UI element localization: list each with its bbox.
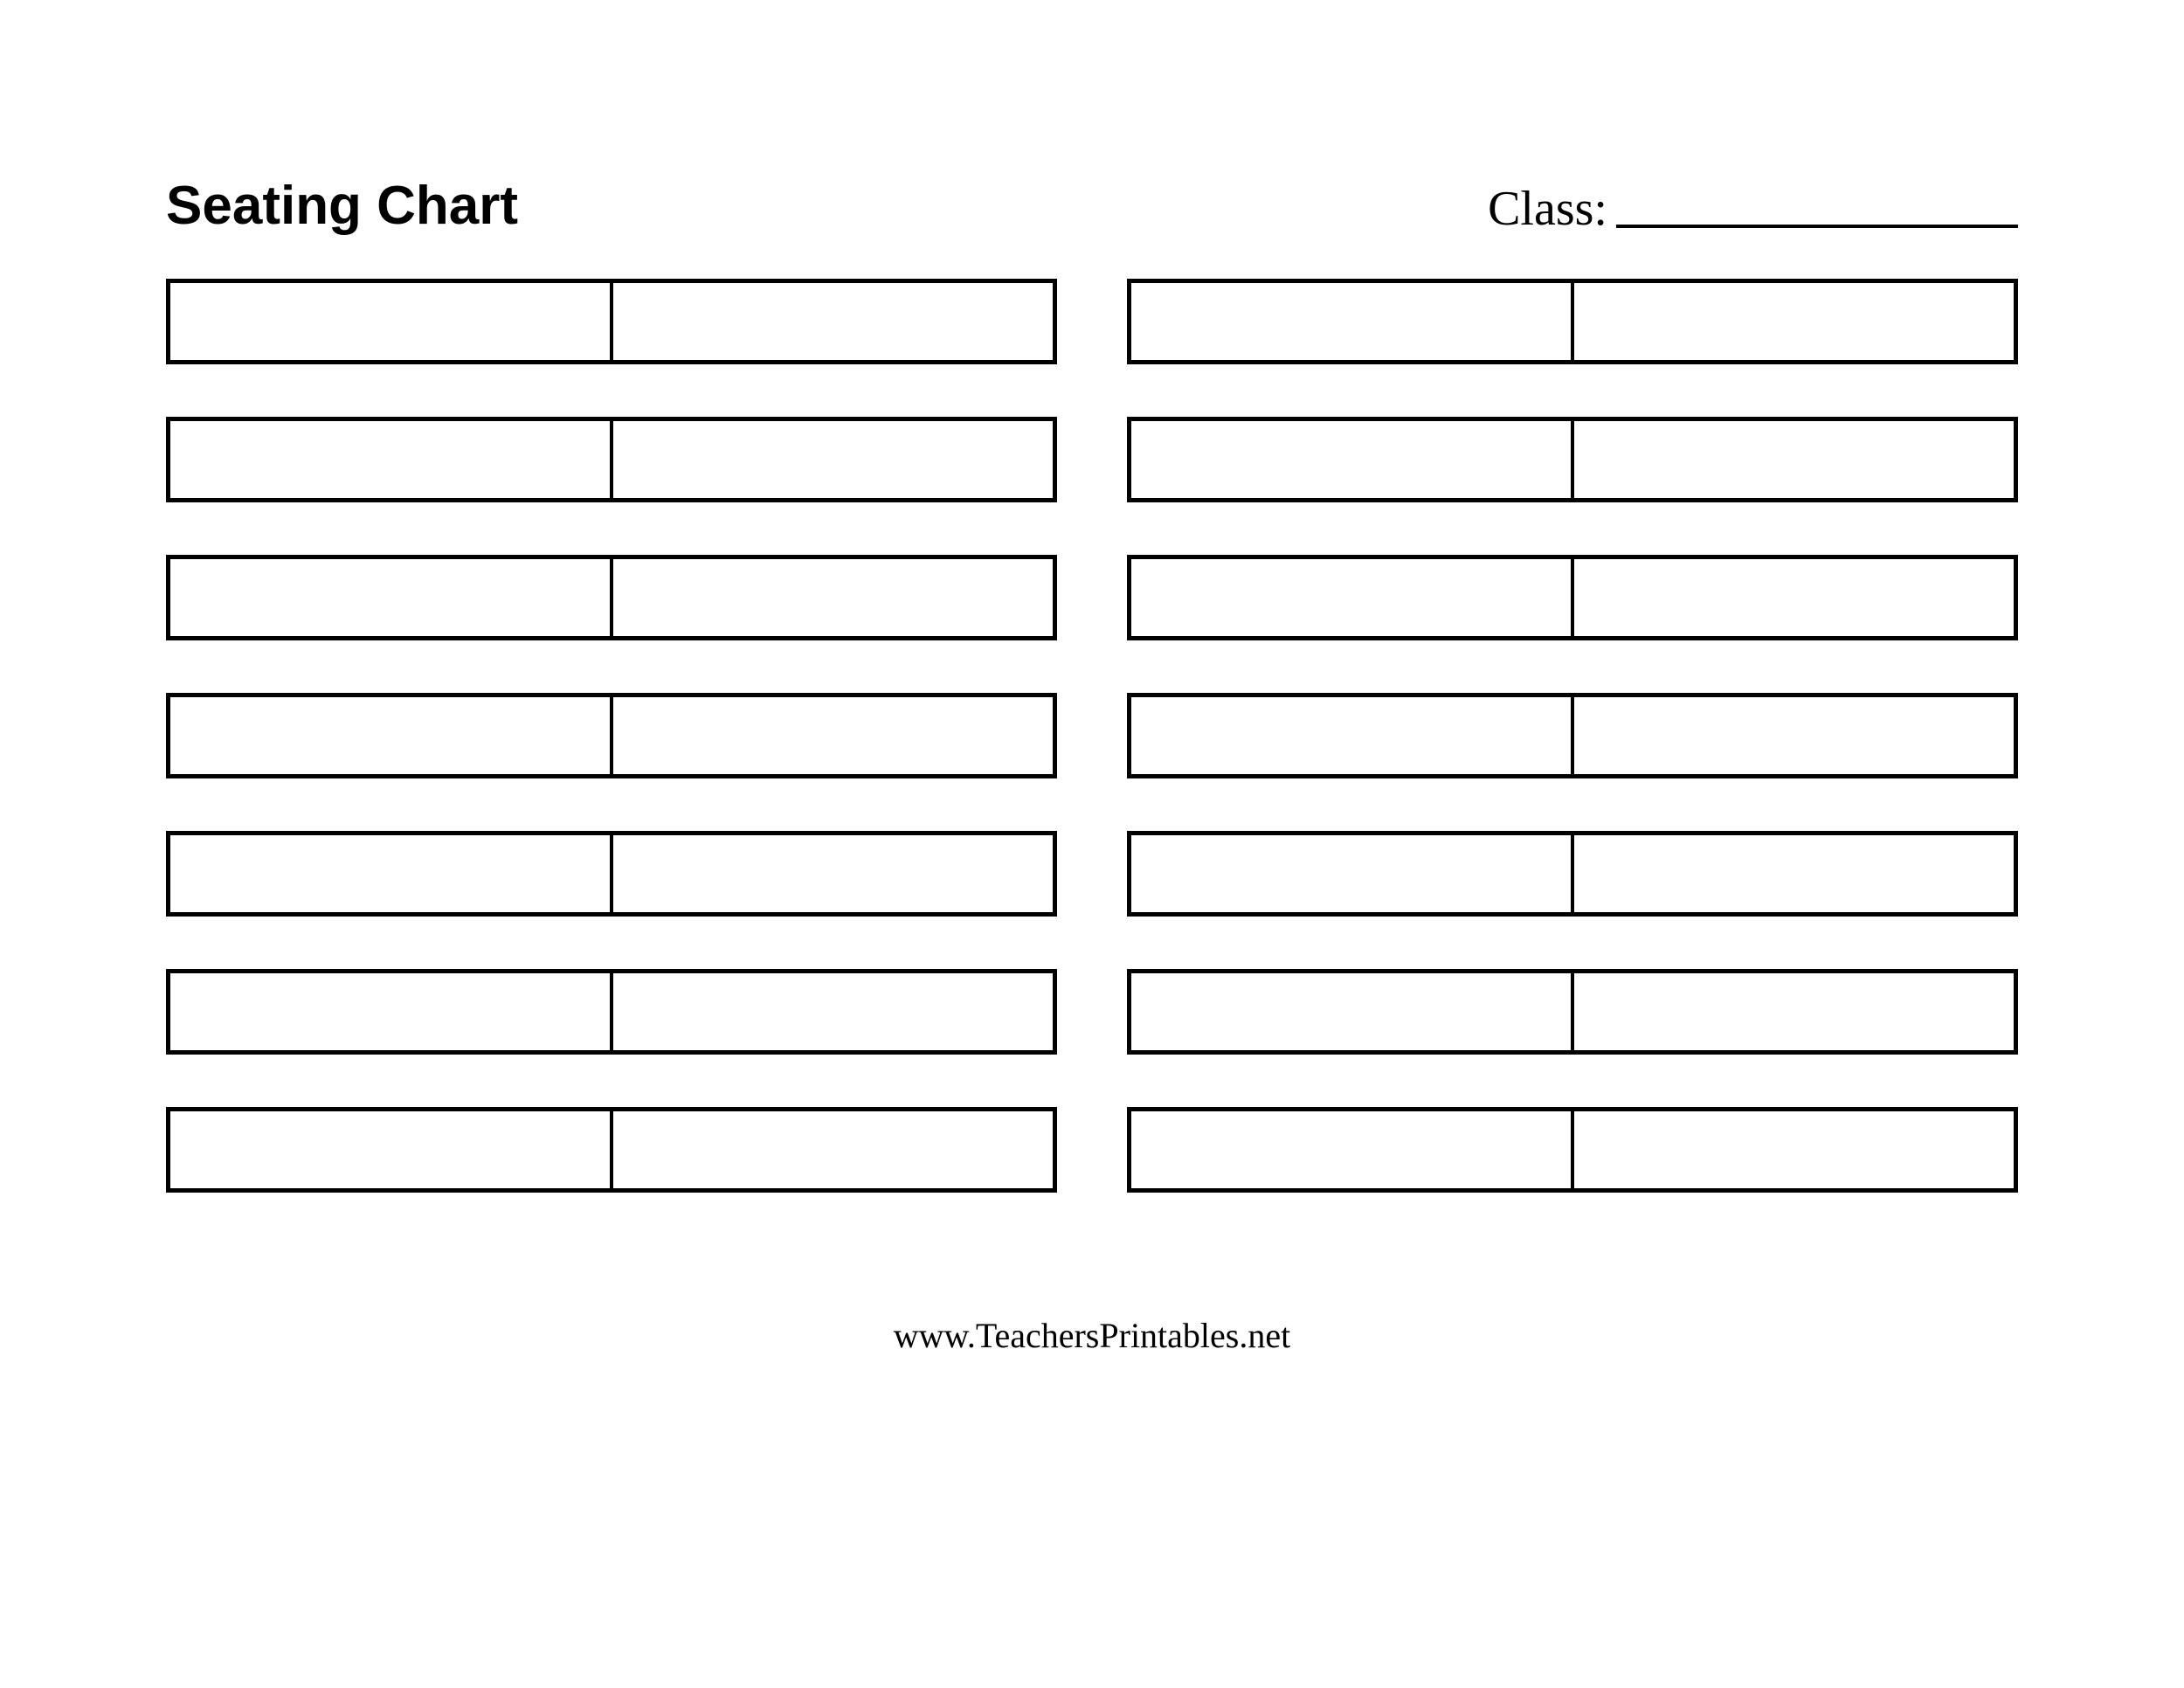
desk-row bbox=[1127, 969, 2018, 1055]
class-label: Class: bbox=[1488, 181, 1607, 237]
page-title: Seating Chart bbox=[166, 175, 518, 237]
seat-slot[interactable] bbox=[1574, 973, 2014, 1050]
seat-slot[interactable] bbox=[170, 973, 613, 1050]
seat-slot[interactable] bbox=[613, 559, 1053, 636]
seat-slot[interactable] bbox=[1574, 697, 2014, 774]
seat-slot[interactable] bbox=[613, 1111, 1053, 1188]
seat-slot[interactable] bbox=[170, 835, 613, 912]
seating-chart bbox=[157, 279, 2027, 1193]
desk-row bbox=[1127, 417, 2018, 502]
desk-row bbox=[166, 969, 1057, 1055]
seat-slot[interactable] bbox=[613, 421, 1053, 498]
seat-slot[interactable] bbox=[1131, 1111, 1574, 1188]
seat-slot[interactable] bbox=[1131, 697, 1574, 774]
seat-slot[interactable] bbox=[170, 559, 613, 636]
desk-row bbox=[166, 555, 1057, 640]
desk-row bbox=[166, 1107, 1057, 1193]
seat-slot[interactable] bbox=[613, 835, 1053, 912]
seat-slot[interactable] bbox=[1131, 421, 1574, 498]
seat-slot[interactable] bbox=[1131, 559, 1574, 636]
desk-row bbox=[1127, 1107, 2018, 1193]
header: Seating Chart Class: bbox=[157, 175, 2027, 237]
seat-slot[interactable] bbox=[1574, 283, 2014, 360]
seat-slot[interactable] bbox=[170, 1111, 613, 1188]
seat-slot[interactable] bbox=[1574, 421, 2014, 498]
class-field: Class: bbox=[1488, 181, 2018, 237]
desk-row bbox=[1127, 555, 2018, 640]
footer-url: www.TeachersPrintables.net bbox=[0, 1315, 2184, 1356]
seat-slot[interactable] bbox=[1131, 835, 1574, 912]
desk-row bbox=[166, 693, 1057, 778]
seating-column-right bbox=[1127, 279, 2018, 1193]
desk-row bbox=[166, 417, 1057, 502]
seat-slot[interactable] bbox=[613, 283, 1053, 360]
seat-slot[interactable] bbox=[1131, 283, 1574, 360]
seating-column-left bbox=[166, 279, 1057, 1193]
seat-slot[interactable] bbox=[1574, 559, 2014, 636]
seat-slot[interactable] bbox=[170, 283, 613, 360]
desk-row bbox=[166, 279, 1057, 364]
seat-slot[interactable] bbox=[1574, 835, 2014, 912]
seat-slot[interactable] bbox=[1131, 973, 1574, 1050]
desk-row bbox=[1127, 279, 2018, 364]
class-fill-line[interactable] bbox=[1616, 225, 2018, 228]
page: Seating Chart Class: bbox=[0, 0, 2184, 1688]
desk-row bbox=[166, 831, 1057, 917]
desk-row bbox=[1127, 693, 2018, 778]
seat-slot[interactable] bbox=[1574, 1111, 2014, 1188]
seat-slot[interactable] bbox=[170, 697, 613, 774]
seat-slot[interactable] bbox=[613, 697, 1053, 774]
desk-row bbox=[1127, 831, 2018, 917]
seat-slot[interactable] bbox=[613, 973, 1053, 1050]
seat-slot[interactable] bbox=[170, 421, 613, 498]
